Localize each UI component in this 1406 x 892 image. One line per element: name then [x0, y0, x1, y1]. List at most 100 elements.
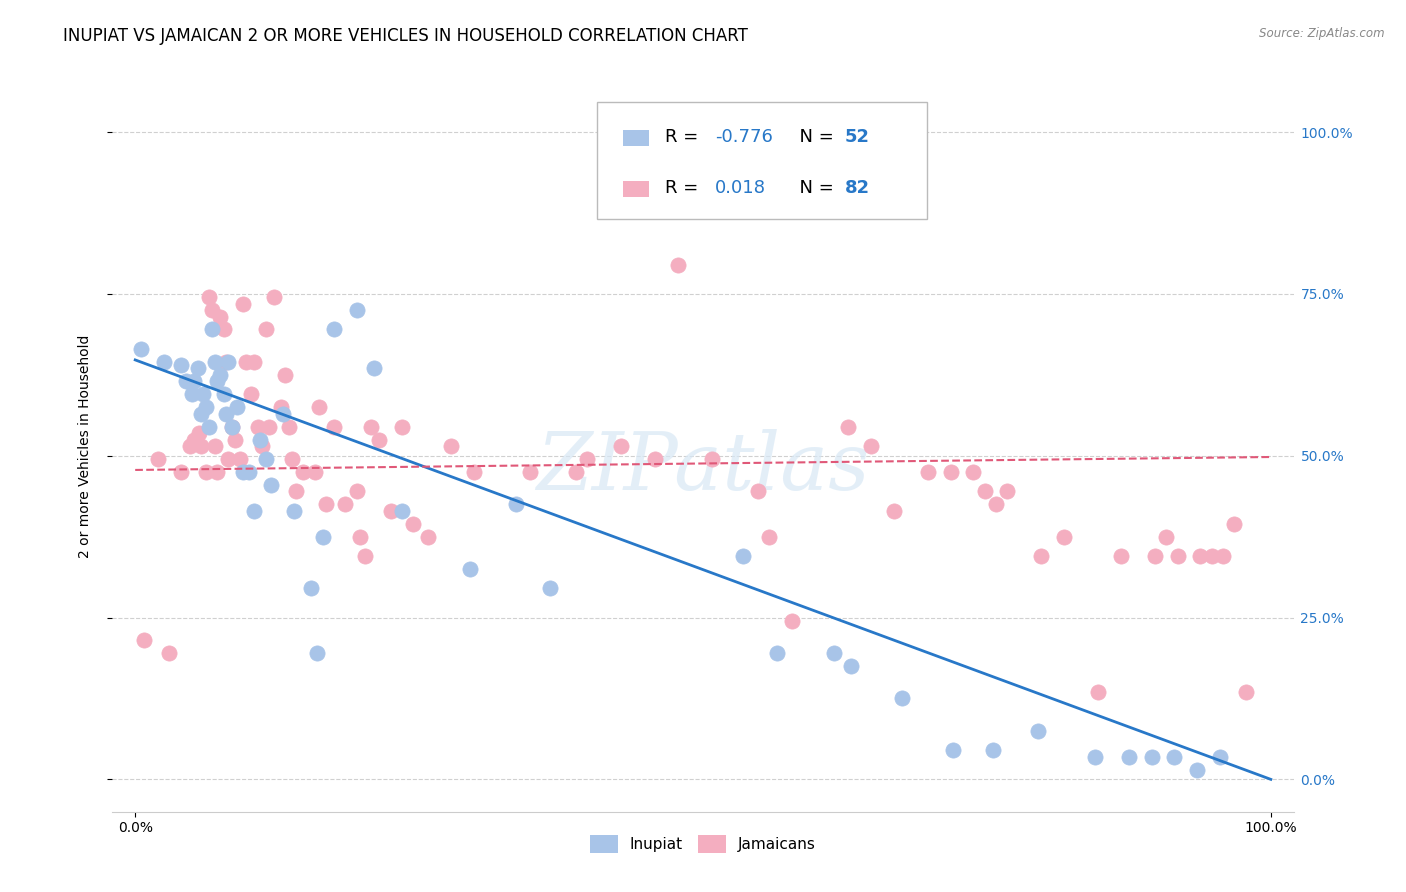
Point: [252, 439, 274, 453]
Point: [169, 465, 191, 479]
Point: [1185, 763, 1208, 777]
Point: [315, 497, 337, 511]
Point: [984, 497, 1007, 511]
Point: [1143, 549, 1166, 563]
Point: [1053, 530, 1076, 544]
Point: [217, 452, 239, 467]
Point: [973, 484, 995, 499]
Point: [193, 387, 215, 401]
Point: [1167, 549, 1189, 563]
Point: [215, 355, 238, 369]
Text: Source: ZipAtlas.com: Source: ZipAtlas.com: [1260, 27, 1385, 40]
Point: [224, 433, 246, 447]
Text: -0.776: -0.776: [714, 128, 773, 145]
Point: [890, 691, 912, 706]
Point: [194, 400, 217, 414]
Point: [1189, 549, 1212, 563]
FancyBboxPatch shape: [623, 181, 648, 197]
Text: 0.018: 0.018: [714, 178, 766, 197]
Point: [360, 419, 382, 434]
Point: [458, 562, 481, 576]
Point: [747, 484, 769, 499]
Point: [146, 452, 169, 467]
Point: [243, 504, 266, 518]
Point: [243, 355, 266, 369]
Point: [391, 419, 413, 434]
Point: [235, 355, 257, 369]
Point: [308, 400, 330, 414]
Point: [281, 452, 304, 467]
Point: [311, 530, 333, 544]
Point: [666, 258, 689, 272]
Point: [402, 516, 425, 531]
Point: [346, 484, 368, 499]
Point: [204, 439, 226, 453]
Point: [215, 407, 238, 421]
Point: [644, 452, 666, 467]
Point: [257, 419, 280, 434]
Point: [190, 439, 212, 453]
Point: [232, 296, 254, 310]
Point: [283, 504, 305, 518]
FancyBboxPatch shape: [596, 103, 928, 219]
Point: [201, 303, 224, 318]
Point: [391, 504, 413, 518]
Point: [292, 465, 315, 479]
Point: [995, 484, 1018, 499]
Point: [349, 530, 371, 544]
Point: [565, 465, 588, 479]
Point: [169, 358, 191, 372]
Point: [157, 646, 180, 660]
Point: [181, 387, 204, 401]
Point: [194, 465, 217, 479]
Point: [217, 355, 239, 369]
Point: [187, 361, 209, 376]
Point: [519, 465, 541, 479]
FancyBboxPatch shape: [623, 130, 648, 146]
Point: [1234, 685, 1257, 699]
Point: [700, 452, 723, 467]
Point: [205, 465, 228, 479]
Point: [839, 659, 862, 673]
Point: [942, 743, 965, 757]
Point: [198, 290, 221, 304]
Y-axis label: 2 or more Vehicles in Household: 2 or more Vehicles in Household: [77, 334, 91, 558]
Point: [363, 361, 385, 376]
Point: [221, 419, 243, 434]
Point: [238, 465, 260, 479]
Point: [780, 614, 803, 628]
Point: [917, 465, 939, 479]
Point: [962, 465, 984, 479]
Point: [1208, 749, 1230, 764]
Point: [305, 646, 328, 660]
Point: [823, 646, 845, 660]
Point: [353, 549, 375, 563]
Point: [939, 465, 962, 479]
Point: [731, 549, 754, 563]
Point: [204, 355, 226, 369]
Point: [228, 452, 250, 467]
Text: N =: N =: [787, 178, 839, 197]
Point: [226, 400, 249, 414]
Point: [463, 465, 485, 479]
Point: [221, 419, 243, 434]
Point: [183, 433, 205, 447]
Point: [538, 582, 561, 596]
Point: [205, 374, 228, 388]
Point: [1031, 549, 1053, 563]
Point: [129, 342, 152, 356]
Point: [299, 582, 322, 596]
Point: [576, 452, 599, 467]
Point: [1201, 549, 1223, 563]
Point: [860, 439, 883, 453]
Legend: Inupiat, Jamaicans: Inupiat, Jamaicans: [583, 829, 823, 859]
Point: [346, 303, 368, 318]
Point: [201, 322, 224, 336]
Point: [212, 322, 235, 336]
Point: [322, 419, 346, 434]
Point: [1087, 685, 1109, 699]
Point: [212, 387, 235, 401]
Point: [190, 407, 212, 421]
Text: R =: R =: [665, 178, 710, 197]
Point: [883, 504, 905, 518]
